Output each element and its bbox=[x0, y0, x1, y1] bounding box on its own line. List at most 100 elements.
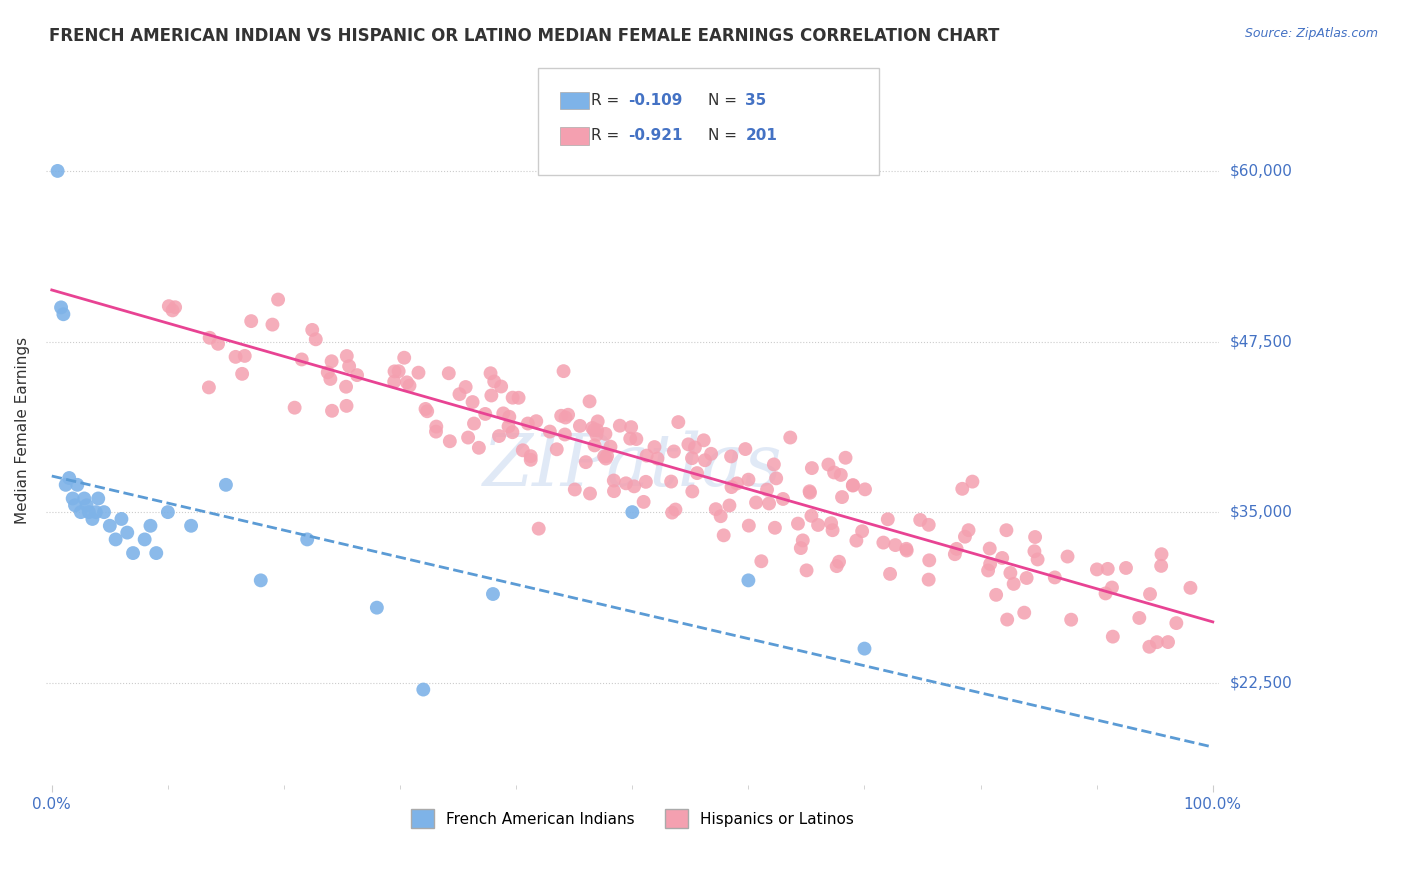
Hispanics or Latinos bbox=[395, 376, 418, 390]
Hispanics or Latinos bbox=[834, 450, 856, 465]
Hispanics or Latinos bbox=[392, 351, 415, 365]
Hispanics or Latinos bbox=[623, 479, 645, 493]
Hispanics or Latinos bbox=[439, 434, 461, 449]
French American Indians bbox=[621, 505, 644, 519]
Text: Source: ZipAtlas.com: Source: ZipAtlas.com bbox=[1244, 27, 1378, 40]
Hispanics or Latinos bbox=[463, 417, 485, 431]
Text: 201: 201 bbox=[745, 128, 778, 143]
Hispanics or Latinos bbox=[799, 485, 821, 500]
French American Indians bbox=[853, 641, 876, 656]
Hispanics or Latinos bbox=[799, 484, 821, 499]
Hispanics or Latinos bbox=[1101, 581, 1123, 595]
Text: $22,500: $22,500 bbox=[1230, 675, 1292, 690]
Hispanics or Latinos bbox=[408, 366, 430, 380]
Hispanics or Latinos bbox=[554, 427, 576, 442]
Hispanics or Latinos bbox=[538, 425, 561, 439]
Hispanics or Latinos bbox=[553, 364, 575, 378]
Hispanics or Latinos bbox=[845, 533, 868, 548]
Hispanics or Latinos bbox=[661, 506, 683, 520]
Hispanics or Latinos bbox=[198, 380, 221, 394]
Hispanics or Latinos bbox=[305, 332, 328, 346]
Hispanics or Latinos bbox=[1139, 587, 1161, 601]
Hispanics or Latinos bbox=[454, 380, 477, 394]
Hispanics or Latinos bbox=[918, 553, 941, 567]
Hispanics or Latinos bbox=[842, 478, 865, 492]
Hispanics or Latinos bbox=[756, 483, 779, 497]
Hispanics or Latinos bbox=[582, 423, 605, 437]
Hispanics or Latinos bbox=[762, 458, 785, 472]
Hispanics or Latinos bbox=[595, 426, 617, 441]
Hispanics or Latinos bbox=[614, 476, 637, 491]
Hispanics or Latinos bbox=[643, 440, 665, 454]
Hispanics or Latinos bbox=[527, 522, 550, 536]
Hispanics or Latinos bbox=[1146, 635, 1168, 649]
Hispanics or Latinos bbox=[479, 366, 502, 380]
Hispanics or Latinos bbox=[1002, 577, 1025, 591]
Hispanics or Latinos bbox=[666, 415, 689, 429]
FancyBboxPatch shape bbox=[538, 69, 879, 175]
Hispanics or Latinos bbox=[415, 401, 437, 416]
Hispanics or Latinos bbox=[335, 399, 357, 413]
Hispanics or Latinos bbox=[718, 499, 741, 513]
Hispanics or Latinos bbox=[1015, 571, 1038, 585]
Hispanics or Latinos bbox=[1115, 561, 1137, 575]
French American Indians bbox=[77, 505, 100, 519]
Hispanics or Latinos bbox=[918, 517, 941, 532]
Hispanics or Latinos bbox=[1012, 606, 1035, 620]
Hispanics or Latinos bbox=[337, 359, 360, 374]
Hispanics or Latinos bbox=[957, 523, 980, 537]
French American Indians bbox=[55, 478, 77, 492]
Hispanics or Latinos bbox=[896, 543, 918, 558]
French American Indians bbox=[98, 518, 121, 533]
French American Indians bbox=[87, 491, 110, 506]
Hispanics or Latinos bbox=[678, 437, 700, 451]
Hispanics or Latinos bbox=[546, 442, 568, 457]
Hispanics or Latinos bbox=[319, 372, 342, 386]
Hispanics or Latinos bbox=[474, 407, 496, 421]
French American Indians bbox=[58, 471, 80, 485]
Hispanics or Latinos bbox=[1094, 586, 1116, 600]
Hispanics or Latinos bbox=[879, 566, 901, 581]
Hispanics or Latinos bbox=[821, 523, 844, 537]
French American Indians bbox=[46, 164, 69, 178]
Hispanics or Latinos bbox=[599, 440, 621, 454]
French American Indians bbox=[366, 600, 388, 615]
Text: -0.921: -0.921 bbox=[628, 128, 683, 143]
Hispanics or Latinos bbox=[316, 365, 339, 379]
Hispanics or Latinos bbox=[425, 419, 447, 434]
Y-axis label: Median Female Earnings: Median Female Earnings bbox=[15, 336, 30, 524]
Hispanics or Latinos bbox=[165, 300, 187, 314]
Hispanics or Latinos bbox=[851, 524, 873, 539]
French American Indians bbox=[62, 491, 84, 506]
Hispanics or Latinos bbox=[995, 523, 1018, 537]
French American Indians bbox=[52, 307, 75, 321]
Hispanics or Latinos bbox=[681, 484, 703, 499]
French American Indians bbox=[295, 533, 318, 547]
Hispanics or Latinos bbox=[578, 394, 600, 409]
Hispanics or Latinos bbox=[1085, 562, 1108, 576]
Hispanics or Latinos bbox=[876, 512, 898, 526]
Hispanics or Latinos bbox=[1060, 613, 1083, 627]
Hispanics or Latinos bbox=[1137, 640, 1160, 654]
Hispanics or Latinos bbox=[664, 502, 686, 516]
Hispanics or Latinos bbox=[693, 434, 716, 448]
Hispanics or Latinos bbox=[586, 414, 609, 428]
Text: R =: R = bbox=[591, 128, 624, 143]
FancyBboxPatch shape bbox=[560, 128, 589, 145]
Hispanics or Latinos bbox=[516, 417, 538, 431]
Hispanics or Latinos bbox=[984, 588, 1007, 602]
Text: FRENCH AMERICAN INDIAN VS HISPANIC OR LATINO MEDIAN FEMALE EARNINGS CORRELATION : FRENCH AMERICAN INDIAN VS HISPANIC OR LA… bbox=[49, 27, 1000, 45]
Hispanics or Latinos bbox=[823, 466, 845, 480]
Hispanics or Latinos bbox=[917, 573, 939, 587]
Hispanics or Latinos bbox=[884, 538, 907, 552]
Hispanics or Latinos bbox=[626, 432, 648, 446]
French American Indians bbox=[69, 505, 91, 519]
Hispanics or Latinos bbox=[790, 541, 813, 555]
Hispanics or Latinos bbox=[1166, 616, 1188, 631]
Hispanics or Latinos bbox=[603, 484, 626, 499]
Hispanics or Latinos bbox=[1024, 544, 1046, 558]
Hispanics or Latinos bbox=[162, 303, 184, 318]
Hispanics or Latinos bbox=[581, 421, 603, 435]
Hispanics or Latinos bbox=[484, 375, 506, 389]
French American Indians bbox=[139, 518, 162, 533]
